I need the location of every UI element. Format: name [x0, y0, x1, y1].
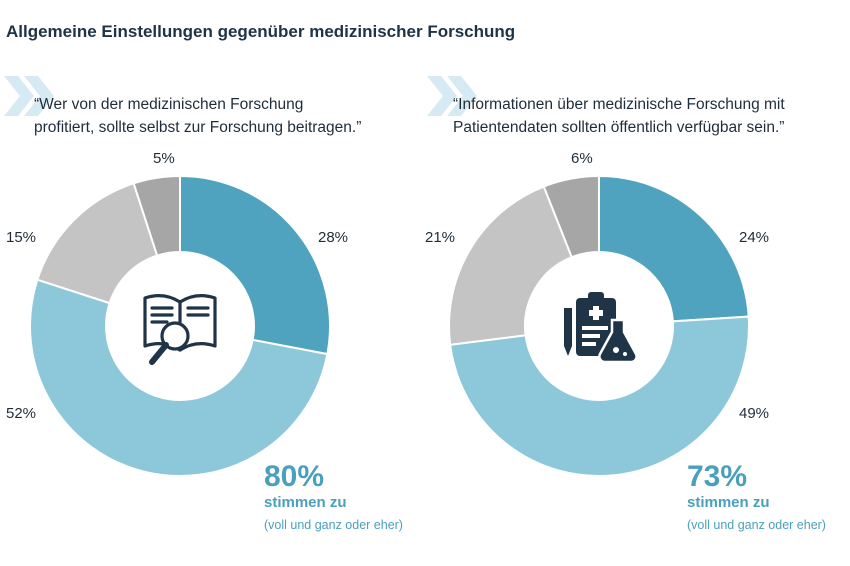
agree-label: stimmen zu: [687, 494, 770, 511]
donut-segment-4: [132, 176, 181, 257]
clipboard-flask-icon: [564, 292, 638, 364]
donut-segment-1: [598, 176, 750, 323]
page-title: Allgemeine Einstellungen gegenüber mediz…: [6, 22, 516, 41]
data-label-4: 5%: [153, 150, 175, 167]
donut-segment-4: [542, 176, 600, 259]
data-label-3: 21%: [425, 229, 456, 246]
donut-chart: [29, 176, 331, 476]
agree-label: stimmen zu: [264, 494, 347, 511]
chevron-decoration-icon: [4, 76, 54, 116]
donut-segment-2: [449, 315, 750, 476]
book-magnifier-icon: [143, 294, 217, 365]
agree-note: (voll und ganz oder eher): [687, 518, 826, 532]
donut-segment-3: [448, 185, 574, 346]
agree-percent: 80%: [264, 460, 325, 493]
quote-line-2: Patientendaten sollten öffentlich verfüg…: [453, 119, 785, 136]
data-label-1: 24%: [739, 229, 770, 246]
data-label-3: 15%: [6, 229, 37, 246]
data-label-2: 52%: [6, 405, 37, 422]
data-label-4: 6%: [571, 150, 593, 167]
donut-segment-1: [179, 176, 331, 356]
agree-percent: 73%: [687, 460, 748, 493]
data-label-1: 28%: [318, 229, 349, 246]
chart-panel-right: “Informationen über medizinische Forschu…: [425, 0, 850, 566]
quote-line-2: profitiert, sollte selbst zur Forschung …: [34, 119, 362, 136]
donut-chart: [448, 176, 750, 476]
quote-line-1: “Wer von der medizinischen Forschung: [34, 96, 304, 113]
agree-note: (voll und ganz oder eher): [264, 518, 403, 532]
chevron-decoration-icon: [427, 76, 477, 116]
quote-line-1: “Informationen über medizinische Forschu…: [453, 96, 785, 113]
chart-panel-left: “Wer von der medizinischen Forschung pro…: [4, 76, 403, 532]
data-label-2: 49%: [739, 405, 770, 422]
donut-segment-2: [29, 278, 329, 476]
